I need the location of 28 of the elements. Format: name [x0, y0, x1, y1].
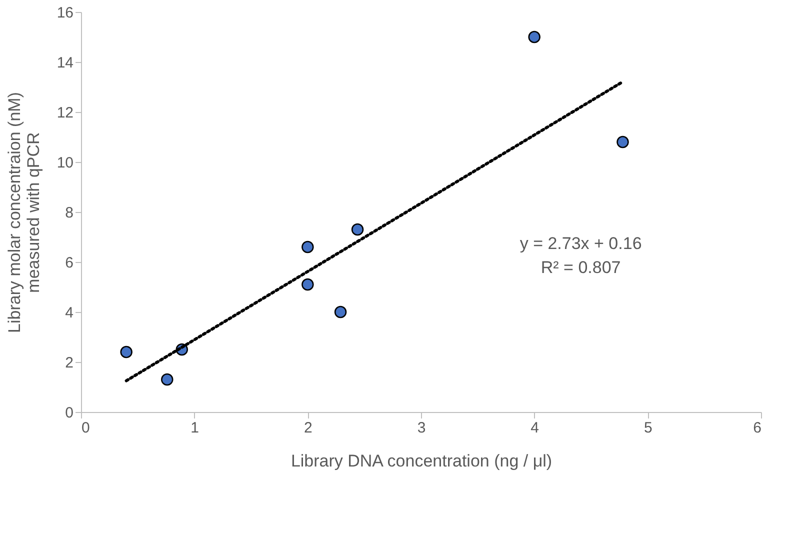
x-tick-label: 5: [644, 420, 652, 436]
point: [528, 30, 540, 44]
y-tick-label: 16: [56, 4, 74, 22]
x-tick-label: 3: [417, 420, 426, 436]
y-tick-label: 8: [65, 204, 74, 222]
point: [161, 373, 174, 386]
x-axis-title: Library DNA concentration (ng / μl): [290, 452, 552, 470]
x-tick-label: 4: [530, 420, 540, 436]
y-tick-label: 12: [56, 104, 74, 122]
x-tick-label: 6: [753, 420, 762, 436]
x-tick-label: 2: [304, 420, 312, 436]
point: [351, 223, 364, 236]
y-tick-label: 2: [65, 354, 74, 372]
y-tick-label: 14: [56, 54, 74, 72]
point: [302, 240, 314, 254]
y-tick-label: 4: [65, 304, 74, 322]
y-tick-label: 0: [65, 404, 74, 422]
annotation: R² = 0.807: [540, 258, 621, 277]
annotation: y = 2.73x + 0.16: [520, 234, 642, 253]
x-tick-label: 0: [82, 420, 90, 436]
x-tick-label: 1: [190, 420, 200, 436]
y-tick-label: 10: [56, 154, 74, 172]
y-tick-label: 6: [65, 254, 74, 272]
point: [302, 278, 314, 291]
point: [120, 346, 132, 358]
point: [334, 306, 347, 318]
point: [616, 136, 629, 148]
y-axis-title: Library molar concentraion (nM) measured with qPCR: [4, 92, 43, 333]
